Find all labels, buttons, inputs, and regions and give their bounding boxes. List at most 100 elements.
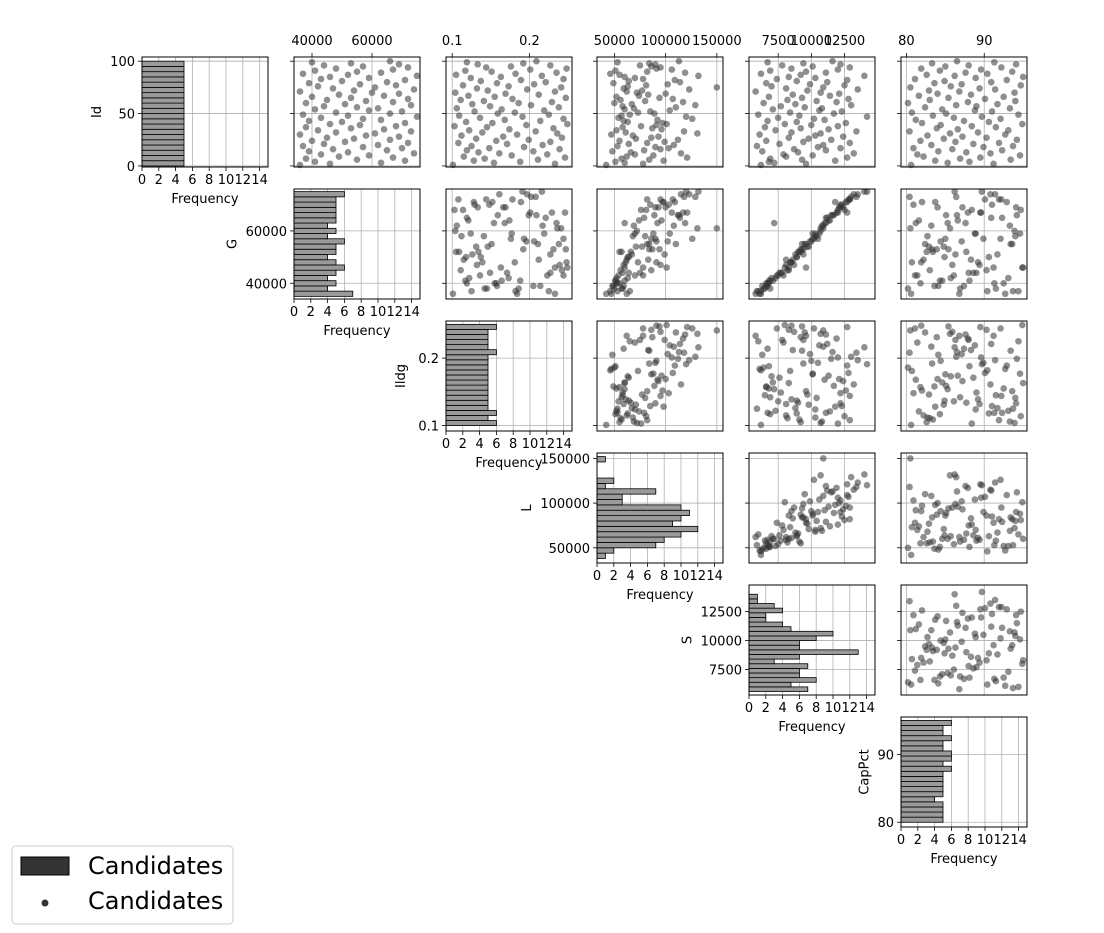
scatter-point [953, 618, 961, 626]
x-tick-label: 14 [706, 569, 723, 584]
scatter-point [802, 387, 810, 395]
scatter-point [386, 57, 394, 65]
scatter-point [652, 143, 659, 151]
scatter-point [344, 112, 352, 119]
scatter-point [956, 332, 963, 340]
scatter-point [936, 277, 944, 284]
scatter-point [917, 65, 925, 72]
scatter-point [951, 471, 958, 478]
scatter-point [937, 357, 944, 365]
scatter-point [625, 269, 633, 277]
scatter-point [907, 455, 914, 462]
histogram-bar [748, 630, 834, 637]
scatter-point [942, 110, 950, 117]
histogram-bar [141, 155, 185, 162]
scatter-point [988, 513, 996, 520]
scatter-point [910, 389, 917, 397]
scatter-point [798, 505, 806, 512]
scatter-point [765, 362, 773, 370]
scatter-point [645, 245, 653, 253]
scatter-point [815, 341, 823, 349]
histogram-bar [293, 191, 345, 198]
scatter-point [680, 349, 688, 357]
scatter-point [368, 89, 376, 96]
axes-frame [900, 716, 1028, 828]
scatter-point [377, 159, 385, 167]
scatter-point [822, 331, 830, 338]
scatter-point [761, 391, 769, 399]
panel-S-S: 0 2 4 6 8 10 12 14 Frequency 7500 10000 12500 S [681, 584, 876, 735]
scatter-point [609, 351, 616, 359]
scatter-point [952, 101, 960, 109]
scatter-point [395, 61, 403, 68]
scatter-point [356, 121, 364, 129]
scatter-point [1019, 120, 1026, 128]
scatter-point [344, 149, 352, 156]
scatter-point [926, 96, 934, 104]
scatter-point [451, 89, 459, 96]
x-tick-label: 12 [387, 305, 404, 320]
panel-Id-Ildg: 0.1 0.2 [442, 34, 573, 169]
scatter-point [465, 217, 472, 224]
scatter-point [835, 90, 843, 97]
scatter-point [523, 121, 530, 129]
histogram-bar [900, 740, 944, 747]
scatter-point [558, 134, 566, 141]
scatter-point [812, 74, 819, 82]
scatter-point [846, 139, 854, 147]
histogram-bar [900, 750, 952, 757]
scatter-point [658, 125, 665, 133]
scatter-point [653, 322, 660, 330]
scatter-point [374, 105, 382, 112]
scatter-point [812, 132, 819, 139]
scatter-point [1000, 542, 1007, 550]
scatter-point [772, 407, 779, 415]
scatter-point [970, 140, 977, 148]
scatter-point [947, 83, 955, 90]
scatter-point [825, 372, 832, 379]
scatter-point [675, 57, 683, 65]
scatter-point [533, 57, 540, 65]
x-tick-label: 8 [660, 569, 668, 584]
scatter-point [981, 95, 989, 103]
scatter-point [802, 160, 810, 168]
scatter-point [547, 269, 554, 277]
scatter-point [1005, 274, 1012, 282]
scatter-point [790, 145, 798, 153]
scatter-point [977, 323, 984, 331]
y-tick-label: 7500 [709, 664, 742, 679]
scatter-point [497, 264, 505, 271]
scatter-point [666, 341, 674, 349]
scatter-point [551, 88, 559, 95]
x-tick-label-top: 10000 [791, 34, 832, 49]
scatter-point [942, 636, 949, 643]
histogram-bar [748, 677, 817, 683]
axes-frame [748, 56, 876, 168]
scatter-point [468, 100, 476, 108]
scatter-point [350, 135, 358, 143]
scatter-point [314, 83, 322, 90]
scatter-point [404, 64, 412, 71]
scatter-point [474, 204, 481, 211]
scatter-point [801, 103, 809, 111]
histogram-bar [748, 593, 758, 600]
scatter-point [1005, 668, 1012, 676]
scatter-point [987, 214, 995, 222]
scatter-point [910, 611, 917, 619]
scatter-point [395, 90, 403, 97]
histogram-bar [141, 144, 185, 151]
scatter-point [752, 88, 759, 95]
scatter-point [817, 524, 824, 532]
scatter-point [616, 71, 623, 79]
histogram-bar [445, 354, 489, 361]
scatter-point [624, 373, 632, 380]
histogram-bar [900, 781, 944, 787]
scatter-point [1012, 61, 1020, 68]
scatter-point [995, 139, 1003, 147]
scatter-point [954, 217, 962, 224]
scatter-point [940, 135, 948, 143]
scatter-point [377, 116, 385, 124]
scatter-point [320, 102, 328, 110]
histogram-bar [748, 649, 859, 655]
scatter-point [985, 118, 993, 126]
